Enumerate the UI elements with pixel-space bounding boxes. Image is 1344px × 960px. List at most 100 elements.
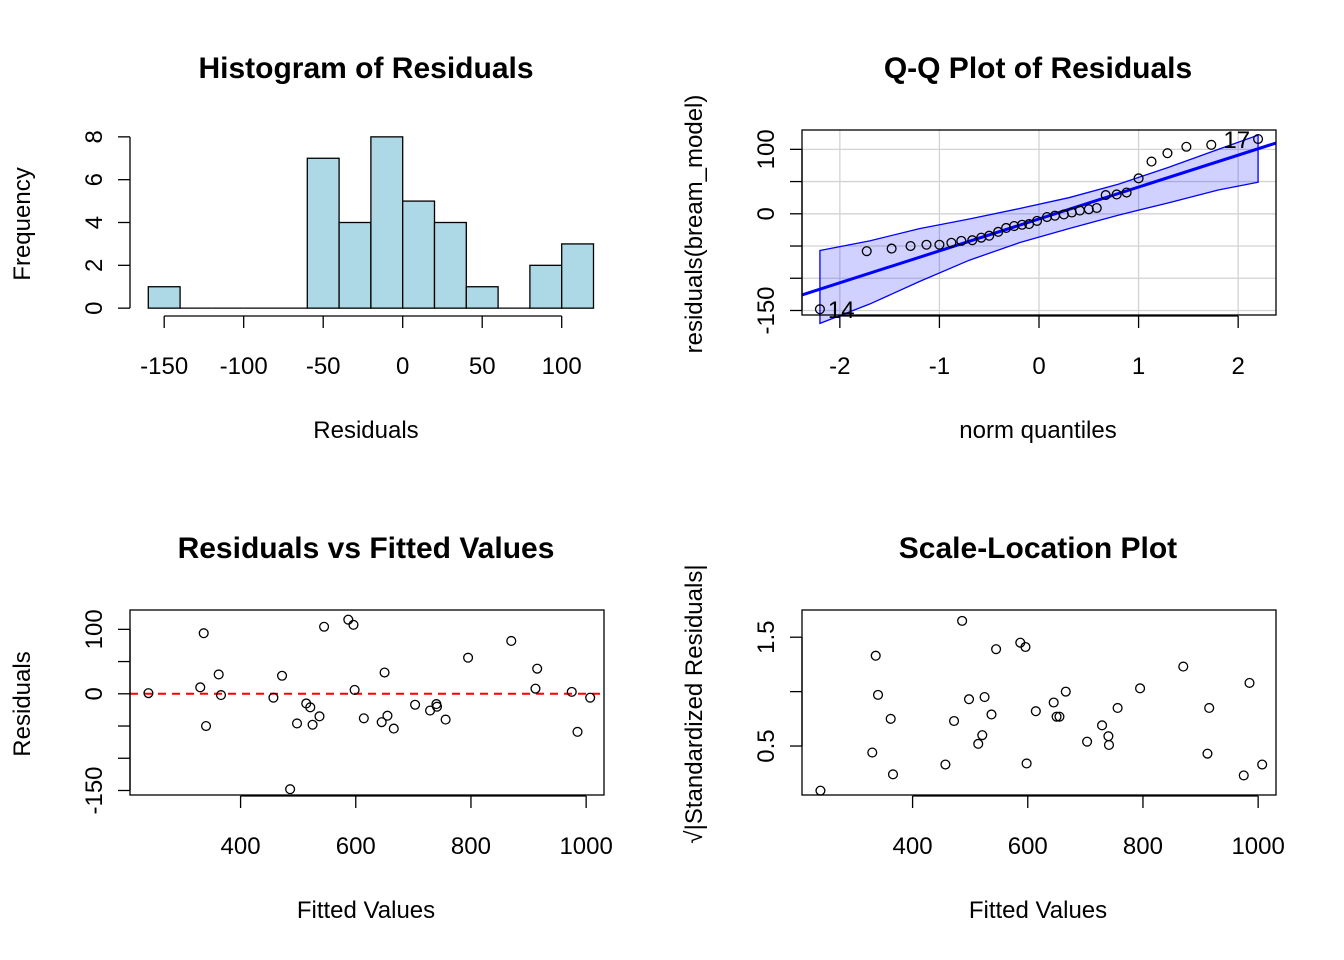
data-point: [1181, 141, 1192, 152]
histogram-bar: [433, 221, 467, 309]
data-point: [319, 621, 330, 632]
x-tick-label: 2: [1231, 353, 1244, 380]
data-point: [1021, 758, 1032, 769]
y-tick-label: 6: [81, 173, 108, 186]
data-point: [410, 699, 421, 710]
histogram-bar: [306, 157, 340, 309]
x-tick-label: 1000: [1231, 833, 1284, 860]
scale-location-x-label: Fitted Values: [969, 897, 1107, 924]
data-point: [566, 686, 577, 697]
data-point: [1238, 770, 1249, 781]
data-point: [198, 628, 209, 639]
data-point: [979, 692, 990, 703]
qq-confidence-band: [819, 134, 1259, 325]
data-point: [268, 692, 279, 703]
histogram-bar: [465, 286, 499, 309]
data-point: [885, 713, 896, 724]
qq-title: Q-Q Plot of Residuals: [884, 52, 1192, 85]
x-tick-label: -100: [220, 353, 268, 380]
qq-point-label: 17: [1223, 127, 1250, 154]
data-point: [532, 663, 543, 674]
data-point: [1048, 697, 1059, 708]
data-point: [506, 635, 517, 646]
data-point: [963, 694, 975, 705]
data-point: [921, 239, 932, 250]
x-tick-label: -50: [306, 353, 341, 380]
scale-location-title: Scale-Location Plot: [899, 532, 1177, 565]
qq-panel: Q-Q Plot of Residuals 14 17 -2 -1 0 1 2 -150 0…: [681, 52, 1277, 444]
qq-points: [814, 133, 1264, 315]
data-point: [1146, 156, 1157, 167]
residuals-fitted-panel: Residuals vs Fitted Values 400 600 800 1000…: [9, 532, 613, 924]
residuals-fitted-x-axis: 400 600 800 1000: [221, 795, 613, 860]
data-point: [940, 759, 951, 770]
data-point: [993, 226, 1004, 237]
data-point: [195, 682, 206, 693]
residuals-fitted-title: Residuals vs Fitted Values: [178, 532, 555, 565]
x-tick-label: 400: [893, 833, 933, 860]
data-point: [1103, 731, 1114, 742]
x-tick-label: -1: [929, 353, 950, 380]
data-point: [814, 304, 825, 315]
y-tick-label: 8: [81, 130, 108, 143]
y-tick-label: 0: [753, 207, 780, 220]
data-point: [986, 709, 997, 720]
histogram-bar: [147, 286, 181, 309]
x-tick-label: 0: [1032, 353, 1045, 380]
y-tick-label: -150: [753, 286, 780, 334]
residuals-fitted-y-label: Residuals: [9, 651, 36, 756]
data-point: [1017, 219, 1028, 230]
data-point: [1051, 711, 1062, 722]
data-point: [815, 785, 826, 796]
data-point: [946, 237, 957, 248]
data-point: [1054, 711, 1065, 722]
data-point: [348, 619, 359, 630]
data-point: [991, 644, 1002, 655]
data-point: [1103, 739, 1115, 750]
data-point: [1133, 173, 1144, 184]
data-point: [967, 235, 978, 246]
data-point: [956, 235, 967, 246]
y-tick-label: 4: [81, 216, 108, 229]
data-point: [343, 614, 354, 625]
data-point: [285, 784, 296, 795]
data-point: [1091, 202, 1102, 214]
qq-point-label: 14: [828, 297, 855, 324]
x-tick-label: 600: [1008, 833, 1048, 860]
x-tick-label: -150: [140, 353, 188, 380]
data-point: [379, 667, 390, 678]
data-point: [1111, 189, 1122, 200]
histogram-title: Histogram of Residuals: [198, 52, 533, 85]
data-point: [200, 720, 212, 732]
x-tick-label: 400: [221, 833, 261, 860]
data-point: [905, 240, 916, 252]
y-tick-label: 0: [81, 687, 108, 700]
data-point: [530, 683, 541, 694]
data-point: [305, 702, 316, 713]
data-point: [1253, 133, 1264, 145]
histogram-bar: [529, 264, 563, 309]
histogram-bar: [561, 243, 595, 309]
scale-location-points: [815, 615, 1268, 796]
scale-location-x-axis: 400 600 800 1000: [893, 795, 1285, 860]
data-point: [934, 239, 945, 250]
residuals-fitted-points: [143, 614, 596, 795]
data-point: [867, 747, 878, 758]
data-point: [1009, 220, 1020, 232]
data-point: [585, 692, 596, 703]
scale-location-y-label: √|Standardized Residuals|: [681, 564, 708, 843]
x-tick-label: 1: [1132, 353, 1145, 380]
data-point: [1244, 677, 1255, 688]
data-point: [1030, 706, 1041, 717]
scale-location-panel: Scale-Location Plot 400 600 800 1000 0.5 1.5…: [681, 532, 1285, 924]
x-tick-label: 800: [451, 833, 491, 860]
data-point: [376, 717, 387, 728]
histogram-y-label: Frequency: [9, 167, 36, 280]
data-point: [291, 718, 303, 729]
data-point: [440, 714, 451, 725]
y-tick-label: 0: [81, 301, 108, 314]
histogram-bar: [338, 221, 372, 309]
residuals-fitted-frame: [129, 609, 605, 796]
data-point: [957, 615, 968, 626]
data-point: [1031, 215, 1043, 226]
